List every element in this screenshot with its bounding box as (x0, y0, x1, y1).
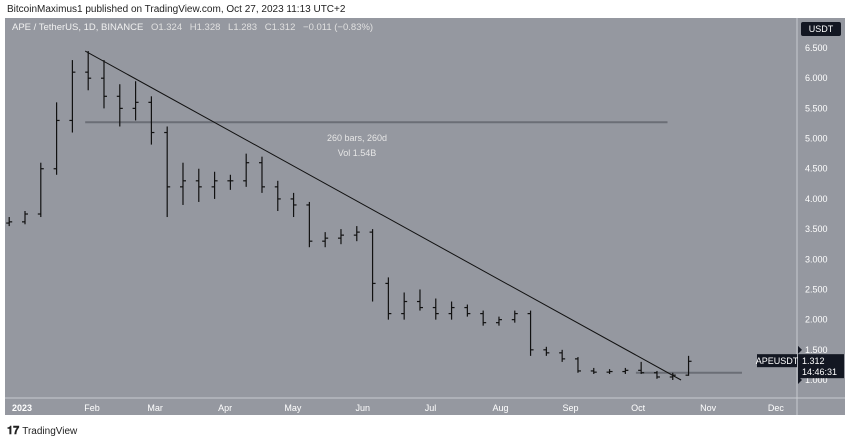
chart-pane[interactable]: 1.000 1.500 2.000 2.500 3.000 3.500 4.000 4.500… (5, 18, 845, 415)
price-tick-label: 3.500 (805, 224, 828, 234)
change-value: −0.011 (−0.83%) (303, 22, 374, 33)
time-tick-label: Nov (700, 403, 717, 413)
price-tick-label: 1.000 (805, 375, 828, 385)
time-tick-label: Dec (768, 403, 785, 413)
price-tick-label: 3.000 (805, 254, 828, 264)
open-value: O1.324 (150, 22, 183, 33)
price-marker-icon (798, 345, 802, 354)
price-tick-label: 4.500 (805, 164, 828, 174)
time-tick-label: Aug (492, 403, 508, 413)
measure-volume-label: Vol 1.54B (338, 148, 377, 158)
time-tick-label: May (284, 403, 302, 413)
time-tick-label: 2023 (12, 403, 32, 413)
price-tick-label: 4.000 (805, 194, 828, 204)
high-value: H1.328 (189, 22, 221, 33)
price-tick-label: 5.500 (805, 103, 828, 113)
time-tick-label: Feb (84, 403, 100, 413)
symbol-price-tag (757, 354, 797, 368)
symbol-title: APE / TetherUS, 1D, BINANCE (12, 22, 144, 33)
measure-bars-label: 260 bars, 260d (327, 133, 387, 143)
price-tick-label: 6.500 (805, 43, 828, 53)
symbol-legend: APE / TetherUS, 1D, BINANCE O1.324 H1.32… (12, 22, 373, 33)
last-price-badge (798, 354, 844, 379)
time-tick-label: Jun (356, 403, 371, 413)
low-value: L1.283 (228, 22, 258, 33)
currency-badge (801, 22, 841, 36)
time-tick-label: Sep (562, 403, 578, 413)
bar-countdown: 14:46:31 (802, 367, 837, 377)
price-tick-label: 2.000 (805, 315, 828, 325)
time-tick-label: Jul (425, 403, 437, 413)
price-tick-label: 5.000 (805, 134, 828, 144)
footer-logo: 𝟏𝟕 TradingView (7, 425, 77, 438)
price-marker-icon (798, 376, 802, 384)
currency-label: USDT (809, 24, 834, 34)
last-price-value: 1.312 (802, 356, 825, 366)
price-chart[interactable]: 1.000 1.500 2.000 2.500 3.000 3.500 4.000 4.500… (5, 18, 845, 415)
symbol-price-tag-label: APEUSDT (756, 356, 799, 366)
trendline (84, 50, 682, 381)
footer-brand: TradingView (22, 426, 78, 437)
time-tick-label: Apr (218, 403, 232, 413)
close-value: C1.312 (264, 22, 296, 33)
price-tick-label: 6.000 (805, 73, 828, 83)
publisher-line: BitcoinMaximus1 published on TradingView… (7, 4, 346, 15)
price-tick-label: 1.500 (805, 345, 828, 355)
time-tick-label: Mar (147, 403, 163, 413)
time-tick-label: Oct (631, 403, 646, 413)
price-tick-label: 2.500 (805, 284, 828, 294)
tradingview-logo-icon: 𝟏𝟕 (7, 425, 20, 437)
